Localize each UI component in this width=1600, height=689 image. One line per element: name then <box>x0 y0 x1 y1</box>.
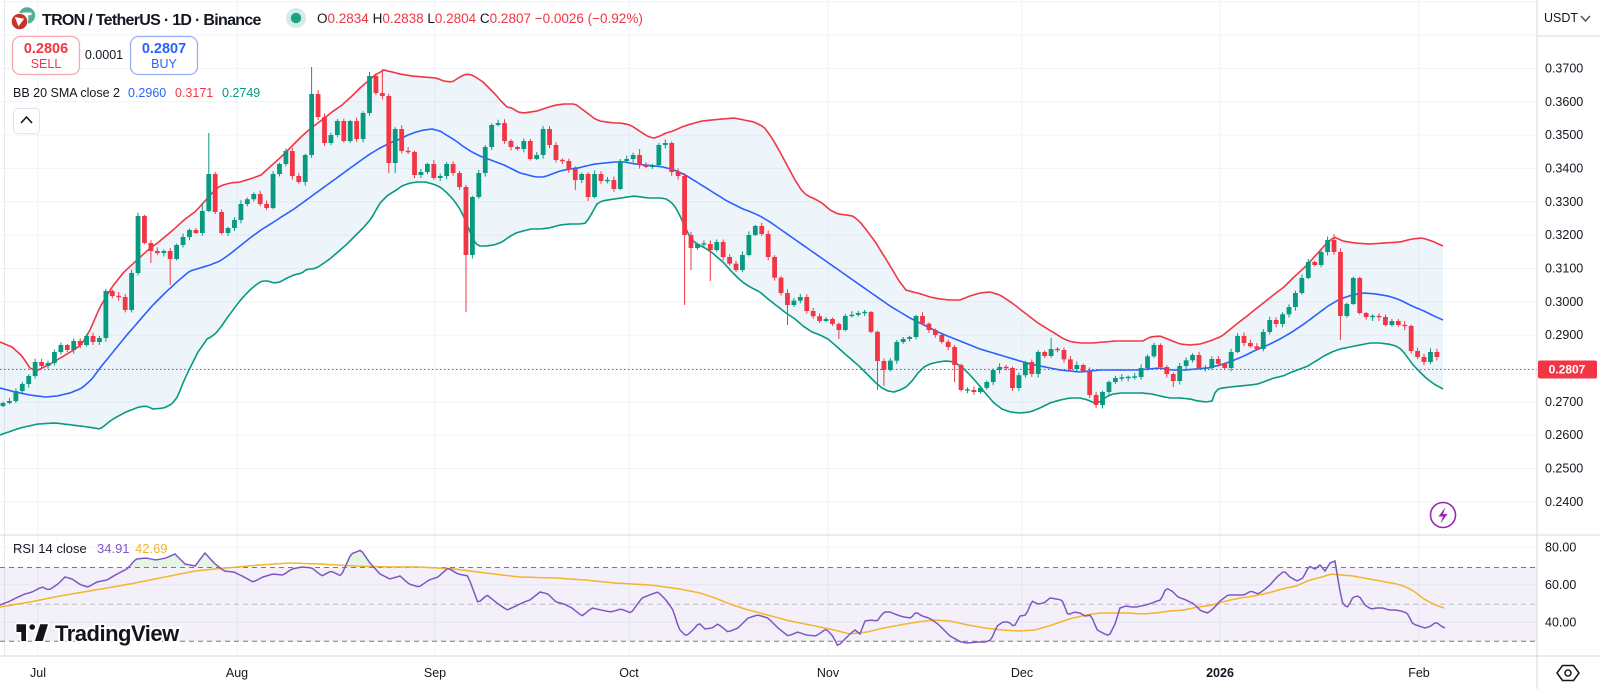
svg-text:0.3400: 0.3400 <box>1545 162 1583 176</box>
svg-text:Nov: Nov <box>817 666 840 680</box>
svg-text:0.3100: 0.3100 <box>1545 262 1583 276</box>
svg-text:0.3000: 0.3000 <box>1545 295 1583 309</box>
svg-text:40.00: 40.00 <box>1545 615 1576 629</box>
svg-text:0.2900: 0.2900 <box>1545 328 1583 342</box>
svg-text:Dec: Dec <box>1011 666 1033 680</box>
svg-text:O0.2834 H0.2838 L0.2804 C0.: O0.2834 H0.2838 L0.2804 C0.2807 −0.0026 … <box>317 11 643 26</box>
svg-text:Feb: Feb <box>1408 666 1430 680</box>
svg-text:2026: 2026 <box>1206 666 1234 680</box>
svg-text:42.69: 42.69 <box>135 541 168 556</box>
svg-text:0.2600: 0.2600 <box>1545 428 1583 442</box>
svg-text:0.3300: 0.3300 <box>1545 195 1583 209</box>
svg-text:SELL: SELL <box>31 57 62 71</box>
svg-text:Jul: Jul <box>30 666 46 680</box>
svg-text:USDT: USDT <box>1544 11 1578 25</box>
svg-text:TradingView: TradingView <box>55 621 180 646</box>
svg-text:0.0001: 0.0001 <box>85 48 123 62</box>
svg-text:0.2500: 0.2500 <box>1545 462 1583 476</box>
svg-text:RSI 14 close: RSI 14 close <box>13 541 87 556</box>
svg-text:BB 20 SMA close 2: BB 20 SMA close 2 <box>13 86 120 100</box>
svg-text:0.2807: 0.2807 <box>142 41 186 57</box>
svg-text:Aug: Aug <box>226 666 248 680</box>
svg-text:0.3171: 0.3171 <box>175 86 213 100</box>
svg-text:0.2749: 0.2749 <box>222 86 260 100</box>
svg-text:TRON / TetherUS · 1D · Binance: TRON / TetherUS · 1D · Binance <box>42 12 262 29</box>
svg-text:0.3200: 0.3200 <box>1545 228 1583 242</box>
svg-text:34.91: 34.91 <box>97 541 130 556</box>
svg-text:60.00: 60.00 <box>1545 578 1576 592</box>
svg-text:Oct: Oct <box>619 666 639 680</box>
svg-text:0.2700: 0.2700 <box>1545 395 1583 409</box>
svg-text:0.2960: 0.2960 <box>128 86 166 100</box>
svg-text:BUY: BUY <box>151 57 177 71</box>
svg-text:0.3500: 0.3500 <box>1545 128 1583 142</box>
svg-text:0.2806: 0.2806 <box>24 41 68 57</box>
svg-text:0.3600: 0.3600 <box>1545 95 1583 109</box>
svg-text:0.2400: 0.2400 <box>1545 495 1583 509</box>
svg-text:0.3700: 0.3700 <box>1545 61 1583 75</box>
svg-text:80.00: 80.00 <box>1545 540 1576 554</box>
svg-text:0.2807: 0.2807 <box>1549 363 1586 377</box>
svg-text:Sep: Sep <box>424 666 446 680</box>
